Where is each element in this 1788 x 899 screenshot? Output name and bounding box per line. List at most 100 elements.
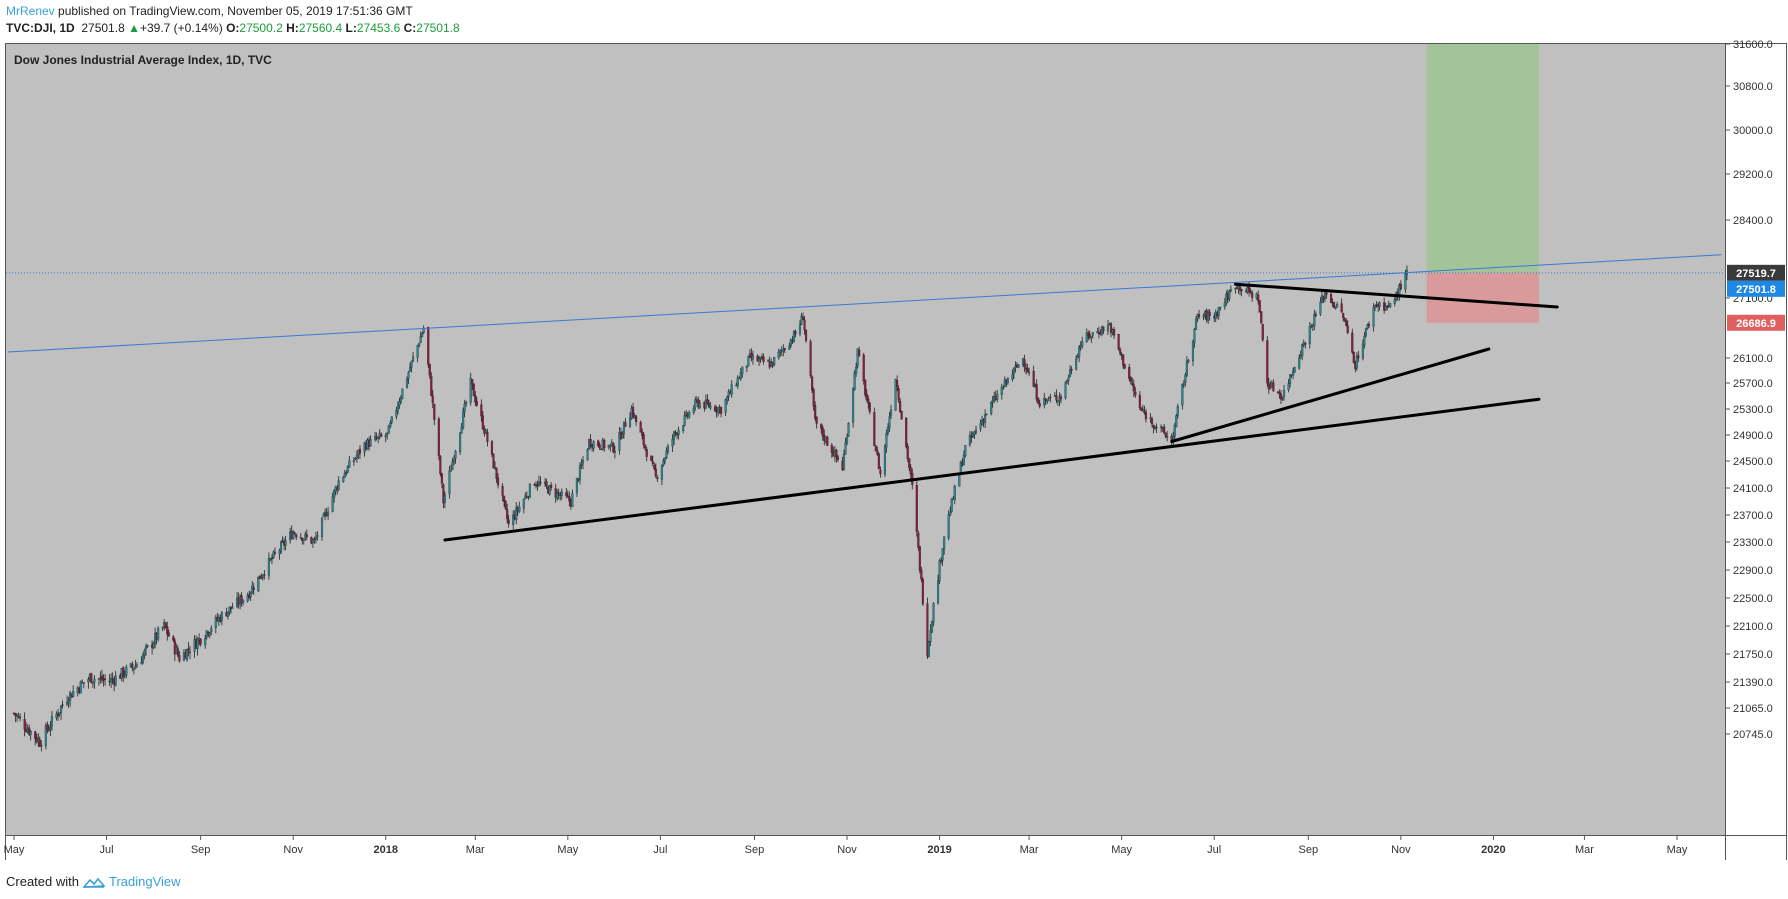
candle bbox=[941, 548, 944, 561]
candle bbox=[187, 648, 190, 651]
x-tick-label: May bbox=[4, 844, 25, 856]
candle bbox=[1364, 328, 1367, 336]
candle bbox=[575, 477, 578, 494]
candle bbox=[1091, 332, 1094, 336]
candle bbox=[1185, 360, 1188, 376]
candle bbox=[1266, 340, 1269, 384]
y-tick-label: 23300.0 bbox=[1733, 537, 1773, 549]
candle bbox=[481, 415, 484, 430]
candle bbox=[1113, 329, 1116, 336]
candle bbox=[855, 367, 858, 374]
candle bbox=[475, 400, 478, 406]
candle bbox=[1352, 352, 1355, 363]
x-tick-label: Nov bbox=[283, 844, 303, 856]
candle bbox=[909, 467, 912, 475]
candle bbox=[929, 630, 932, 642]
candle bbox=[1292, 371, 1295, 376]
candle bbox=[1207, 312, 1210, 321]
candle bbox=[1357, 355, 1360, 359]
open-value: 27500.2 bbox=[239, 21, 283, 35]
candle bbox=[173, 640, 176, 655]
candle bbox=[1404, 273, 1407, 290]
candle bbox=[918, 546, 921, 571]
footer: Created with TradingView bbox=[6, 874, 181, 889]
trendline-3[interactable] bbox=[1170, 347, 1491, 443]
candle bbox=[125, 666, 128, 676]
candle bbox=[103, 678, 107, 680]
candle bbox=[682, 425, 685, 432]
candle bbox=[474, 395, 477, 403]
x-tick-label: 2020 bbox=[1481, 844, 1505, 856]
candle bbox=[398, 401, 401, 406]
candle bbox=[1181, 384, 1184, 406]
candle bbox=[384, 435, 387, 437]
target-zone[interactable] bbox=[1426, 44, 1539, 273]
candle bbox=[759, 357, 762, 360]
price-chart[interactable]: 31600.030800.030000.029200.028400.027100… bbox=[0, 0, 1788, 860]
price-axis[interactable]: 31600.030800.030000.029200.028400.027100… bbox=[1725, 39, 1773, 741]
candle bbox=[920, 569, 923, 580]
candle bbox=[1097, 331, 1100, 335]
candle bbox=[427, 327, 430, 365]
candle bbox=[82, 682, 85, 684]
candle bbox=[302, 538, 305, 541]
candle bbox=[1132, 384, 1135, 392]
candle bbox=[876, 450, 879, 455]
candle bbox=[1085, 332, 1088, 342]
candle bbox=[688, 412, 691, 418]
time-axis[interactable]: May Jul Sep Nov 2018 Mar May Jul Sep Nov 2019 Mar Ma… bbox=[4, 835, 1688, 856]
candle bbox=[537, 481, 541, 486]
price-change: +39.7 (+0.14%) bbox=[139, 21, 223, 35]
y-tick-label: 30800.0 bbox=[1733, 81, 1773, 93]
candle bbox=[452, 459, 456, 462]
candle bbox=[709, 405, 712, 409]
candle bbox=[973, 431, 976, 435]
candle bbox=[1155, 427, 1158, 429]
candle bbox=[1386, 306, 1389, 308]
candle bbox=[974, 429, 978, 433]
candle bbox=[1374, 305, 1377, 308]
candle bbox=[1257, 294, 1260, 302]
close-value: 27501.8 bbox=[416, 21, 460, 35]
candle bbox=[741, 366, 744, 374]
candle bbox=[38, 739, 41, 747]
candle bbox=[246, 595, 249, 602]
candle bbox=[1304, 342, 1307, 345]
candle bbox=[292, 532, 295, 540]
candle bbox=[1298, 358, 1301, 369]
candle bbox=[1081, 341, 1084, 347]
candle bbox=[809, 341, 812, 376]
candle bbox=[1184, 374, 1187, 383]
candle bbox=[185, 649, 189, 660]
candle bbox=[885, 433, 888, 448]
candle bbox=[917, 532, 920, 548]
candle bbox=[1138, 394, 1141, 409]
symbol-label: TVC:DJI, 1D bbox=[6, 21, 75, 35]
candle bbox=[747, 355, 750, 367]
candle bbox=[853, 372, 856, 390]
trendline-4[interactable] bbox=[1233, 282, 1559, 309]
candle bbox=[641, 431, 644, 436]
candle bbox=[1287, 383, 1290, 391]
up-arrow-icon: ▲ bbox=[128, 21, 140, 35]
candle bbox=[1028, 372, 1031, 374]
candle bbox=[451, 461, 454, 470]
candle bbox=[821, 427, 824, 437]
candle bbox=[730, 384, 733, 395]
candle bbox=[938, 560, 941, 582]
candle bbox=[1163, 426, 1166, 434]
close-label: C: bbox=[403, 21, 417, 35]
candle bbox=[111, 678, 114, 680]
candle bbox=[653, 464, 656, 469]
candle bbox=[698, 402, 701, 408]
candle bbox=[320, 517, 324, 538]
trendline-2[interactable] bbox=[443, 397, 1541, 542]
tradingview-link[interactable]: TradingView bbox=[108, 874, 181, 889]
candle bbox=[632, 406, 635, 417]
candle bbox=[407, 372, 410, 379]
candle bbox=[926, 603, 929, 657]
author-link[interactable]: MrRenev bbox=[6, 4, 55, 18]
trendline-1[interactable] bbox=[7, 254, 1722, 353]
candle bbox=[921, 579, 924, 605]
candle bbox=[249, 592, 252, 597]
